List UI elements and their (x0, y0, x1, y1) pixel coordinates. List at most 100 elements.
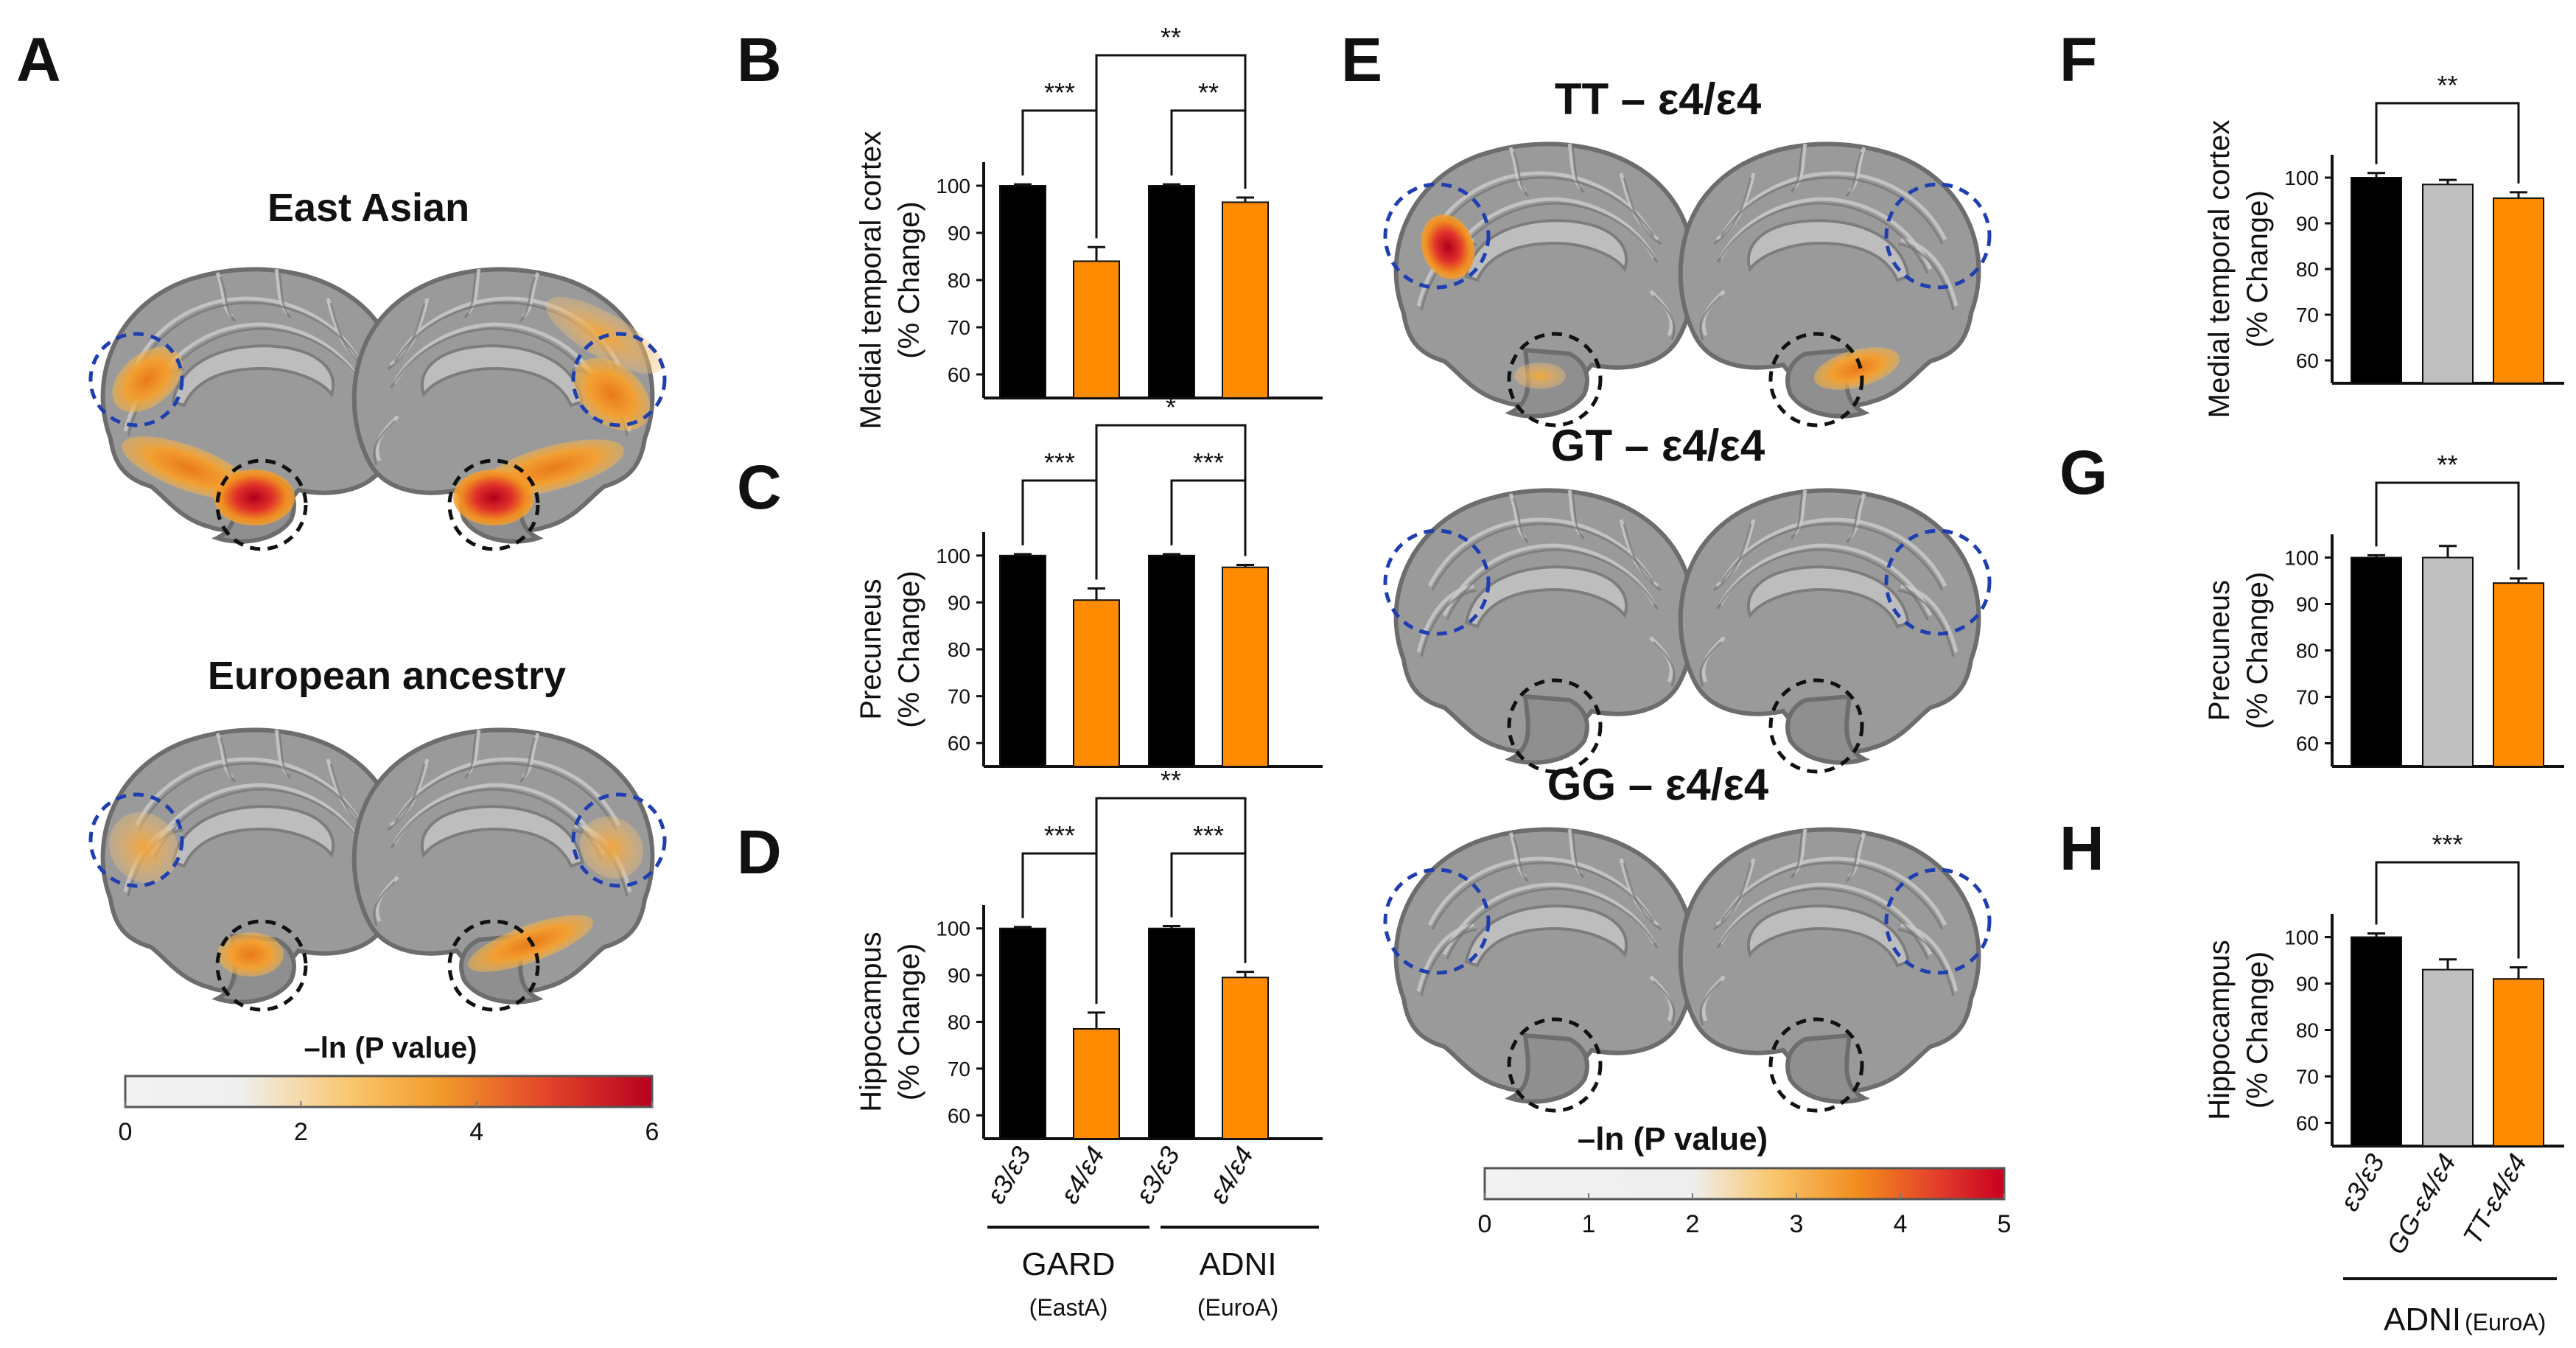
brain-tt-left (1393, 142, 1697, 419)
y-tick-label-g: 100 (2284, 547, 2319, 570)
y-axis-label-d: (% Change) (893, 943, 925, 1100)
sig-label-b-0: *** (1044, 77, 1075, 108)
brain-east-asian-right (351, 267, 663, 544)
sig-label-b-1: ** (1198, 77, 1219, 108)
brain-gt-left (1393, 488, 1697, 765)
brain-gt-right (1678, 488, 1981, 765)
sig-bracket-c-1 (1170, 479, 1247, 556)
y-axis-label-g: Precuneus (2203, 580, 2236, 721)
colorbar-e-tick-label: 3 (1790, 1210, 1804, 1238)
y-tick-label-c: 60 (948, 732, 970, 755)
colorbar-e-tick-label: 2 (1686, 1210, 1700, 1238)
y-axis-label-c: (% Change) (893, 570, 925, 727)
sig-label-c-2: * (1166, 392, 1176, 422)
tt-e4e4-title: TT – ε4/ε4 (1555, 74, 1762, 124)
bar-h-0 (2351, 936, 2402, 1147)
bar-b-1 (1073, 260, 1120, 399)
sig-bracket-b-1 (1170, 109, 1247, 189)
brain-european-left (100, 727, 404, 1005)
brain-gg-left (1393, 827, 1697, 1104)
medial-temporal-circle (1507, 332, 1603, 427)
y-tick-label-f: 70 (2296, 304, 2319, 326)
y-tick-label-f: 90 (2296, 212, 2319, 235)
medial-temporal-circle (447, 919, 540, 1012)
group-labels-bd: GARD (EastA) ADNI (EuroA) (987, 1226, 1319, 1321)
bar-d-1 (1073, 1028, 1120, 1140)
y-tick-label-g: 90 (2296, 593, 2319, 616)
colorbar-a-tick-label: 2 (294, 1118, 308, 1146)
bar-c-1 (1073, 599, 1120, 767)
bar-c-2 (1148, 554, 1195, 767)
european-ancestry-title: European ancestry (208, 654, 566, 698)
brain-tt-right (1678, 142, 1981, 419)
medial-temporal-circle (1768, 332, 1864, 427)
gt-e4e4-title: GT – ε4/ε4 (1551, 421, 1765, 470)
panel-label-g: G (2059, 438, 2107, 507)
y-axis-label-b: Medial temporal cortex (855, 131, 887, 430)
colorbar-a-tick-label: 6 (645, 1118, 659, 1146)
bar-g-2 (2493, 582, 2544, 768)
sig-label-d-1: *** (1193, 820, 1224, 851)
category-label-d-3: ε4/ε4 (1203, 1142, 1259, 1209)
brain-gg-right (1678, 827, 1981, 1104)
y-axis-label-h: Hippocampus (2203, 940, 2236, 1120)
y-tick-label-h: 80 (2296, 1019, 2319, 1042)
panel-label-d: D (737, 817, 782, 887)
colorbar-e-tick-label: 4 (1894, 1210, 1908, 1238)
y-axis-label-c: Precuneus (855, 579, 887, 719)
precuneus-circle (1884, 182, 1992, 290)
sig-bracket-d-2 (1095, 797, 1247, 1004)
bar-d-3 (1222, 977, 1269, 1140)
medial-temporal-circle (1768, 1017, 1864, 1113)
precuneus-circle (1383, 528, 1491, 636)
bar-h-1 (2422, 968, 2474, 1147)
medial-temporal-circle (1768, 678, 1864, 774)
sig-label-c-0: *** (1044, 447, 1075, 478)
y-axis-label-f: (% Change) (2241, 190, 2274, 347)
category-label-d-2: ε3/ε3 (1130, 1142, 1186, 1209)
y-tick-label-d: 70 (948, 1058, 970, 1080)
category-label-d-0: ε3/ε3 (981, 1142, 1037, 1209)
gg-e4e4-title: GG – ε4/ε4 (1547, 760, 1769, 809)
gard-label: GARD (1021, 1246, 1115, 1282)
medial-temporal-circle (215, 919, 308, 1012)
brain-east-asian-left (100, 267, 404, 544)
y-tick-label-h: 100 (2284, 926, 2319, 949)
precuneus-circle (571, 332, 667, 427)
y-tick-label-g: 80 (2296, 640, 2319, 663)
y-tick-label-b: 90 (948, 222, 970, 245)
y-tick-label-h: 70 (2296, 1066, 2319, 1089)
category-label-h-1: GG-ε4/ε4 (2381, 1149, 2462, 1260)
bar-f-0 (2351, 177, 2402, 384)
precuneus-circle (1884, 867, 1992, 975)
medial-temporal-circle (447, 458, 540, 551)
adni-sublabel-bd: (EuroA) (1197, 1294, 1278, 1321)
bar-d-2 (1148, 927, 1195, 1139)
y-tick-label-c: 100 (936, 545, 970, 568)
colorbar-e-tick-label: 5 (1998, 1210, 2012, 1238)
colorbar-a-tick-label: 4 (469, 1118, 483, 1146)
y-tick-label-d: 80 (948, 1011, 970, 1034)
y-axis-label-h: (% Change) (2241, 951, 2274, 1108)
y-tick-label-f: 80 (2296, 258, 2319, 281)
y-tick-label-f: 60 (2296, 349, 2319, 372)
sig-bracket-c-2 (1095, 424, 1247, 580)
chart-g: 60 70 80 90 100 Precuneus (% Change) ** (2203, 450, 2564, 768)
y-axis-label-d: Hippocampus (855, 932, 887, 1112)
sig-bracket-b-2 (1095, 54, 1247, 239)
sig-label-d-0: *** (1044, 820, 1075, 851)
y-tick-label-c: 70 (948, 685, 970, 708)
y-tick-label-c: 80 (948, 638, 970, 661)
y-tick-label-b: 60 (948, 363, 970, 386)
category-label-h-0: ε3/ε3 (2334, 1149, 2390, 1216)
category-label-h-2: TT-ε4/ε4 (2457, 1149, 2533, 1250)
bar-c-3 (1222, 566, 1269, 767)
colorbar-e-title: –ln (P value) (1578, 1121, 1768, 1157)
y-tick-label-h: 90 (2296, 973, 2319, 996)
y-tick-label-g: 70 (2296, 686, 2319, 709)
chart-f: 60 70 80 90 100 Medial temporal cortex (% Chan… (2203, 70, 2564, 418)
y-tick-label-d: 100 (936, 918, 970, 940)
panel-label-e: E (1341, 25, 1382, 94)
sig-label-f-0: ** (2437, 70, 2457, 100)
